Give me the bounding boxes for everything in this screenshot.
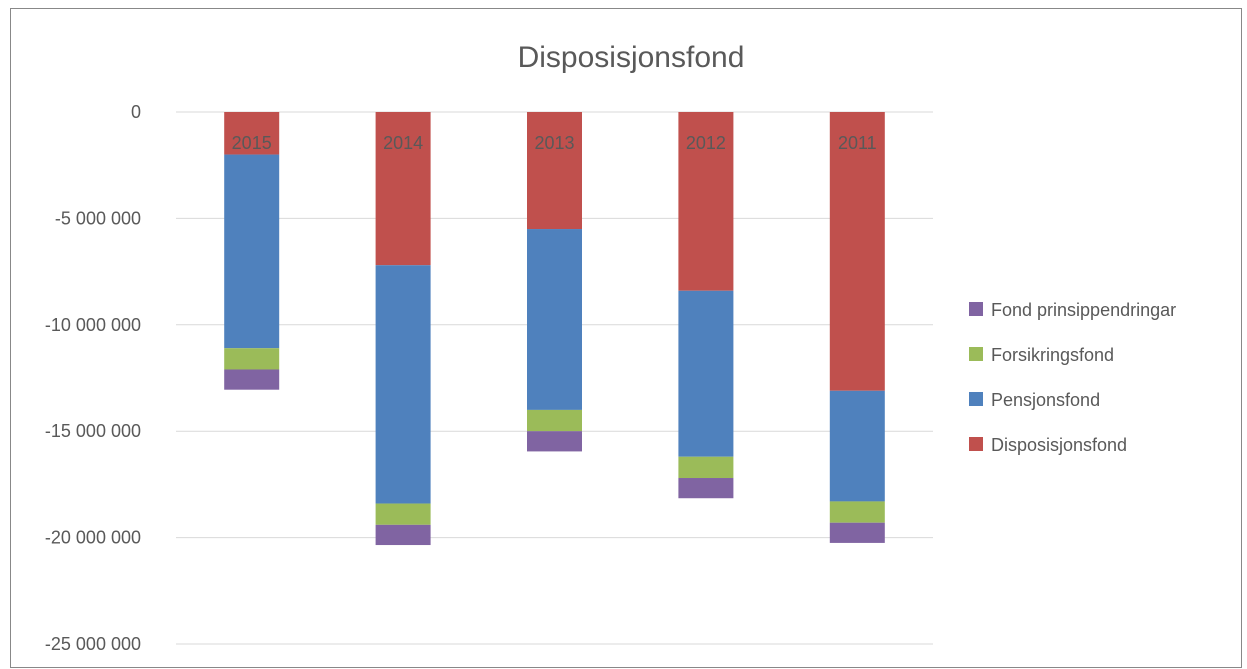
bar-segment — [678, 478, 734, 499]
category-label: 2014 — [383, 133, 423, 153]
y-tick-label: -15 000 000 — [45, 421, 141, 441]
bars — [224, 112, 885, 546]
bar-segment — [224, 154, 280, 349]
y-tick-label: -5 000 000 — [55, 208, 141, 228]
bar-segment — [678, 456, 734, 479]
bar-segment — [678, 290, 734, 457]
legend-label: Pensjonsfond — [991, 390, 1100, 410]
category-labels: 2015 2014 2013 2012 2011 — [232, 133, 877, 153]
bar-segment — [527, 431, 582, 452]
legend-swatch — [969, 437, 983, 451]
legend-label: Disposisjonsfond — [991, 435, 1127, 455]
legend-swatch — [969, 347, 983, 361]
bar-segment — [375, 265, 431, 504]
bar-segment — [527, 112, 582, 230]
bar-segment — [224, 369, 280, 390]
bar-segment — [375, 503, 431, 525]
legend: Fond prinsippendringar Forsikringsfond Pen… — [969, 300, 1176, 455]
bar-segment — [375, 524, 431, 546]
category-label: 2011 — [838, 133, 877, 153]
y-tick-label: -25 000 000 — [45, 634, 141, 654]
chart-frame: Disposisjonsfond 0 -5 000 000 -10 000 000 -… — [10, 8, 1242, 668]
bar-segment — [829, 112, 885, 391]
bar-segment — [678, 112, 734, 291]
legend-swatch — [969, 302, 983, 316]
legend-label: Forsikringsfond — [991, 345, 1114, 365]
bar-segment — [829, 501, 885, 523]
chart-title: Disposisjonsfond — [518, 41, 745, 74]
bar-segment — [375, 112, 431, 266]
category-label: 2015 — [232, 133, 272, 153]
category-label: 2012 — [686, 133, 726, 153]
y-tick-label: 0 — [131, 102, 141, 122]
y-tick-label: -20 000 000 — [45, 528, 141, 548]
bar-segment — [224, 112, 280, 155]
bar-segment — [527, 409, 582, 432]
legend-swatch — [969, 392, 983, 406]
chart-svg: Disposisjonsfond 0 -5 000 000 -10 000 000 -… — [45, 41, 1176, 654]
y-axis-ticks: 0 -5 000 000 -10 000 000 -15 000 000 -20 000… — [45, 102, 141, 654]
bar-segment — [829, 390, 885, 502]
legend-label: Fond prinsippendringar — [991, 300, 1176, 320]
bar-segment — [829, 522, 885, 543]
bar-segment — [224, 348, 280, 370]
category-label: 2013 — [534, 133, 574, 153]
y-tick-label: -10 000 000 — [45, 315, 141, 335]
bar-segment — [527, 229, 582, 410]
